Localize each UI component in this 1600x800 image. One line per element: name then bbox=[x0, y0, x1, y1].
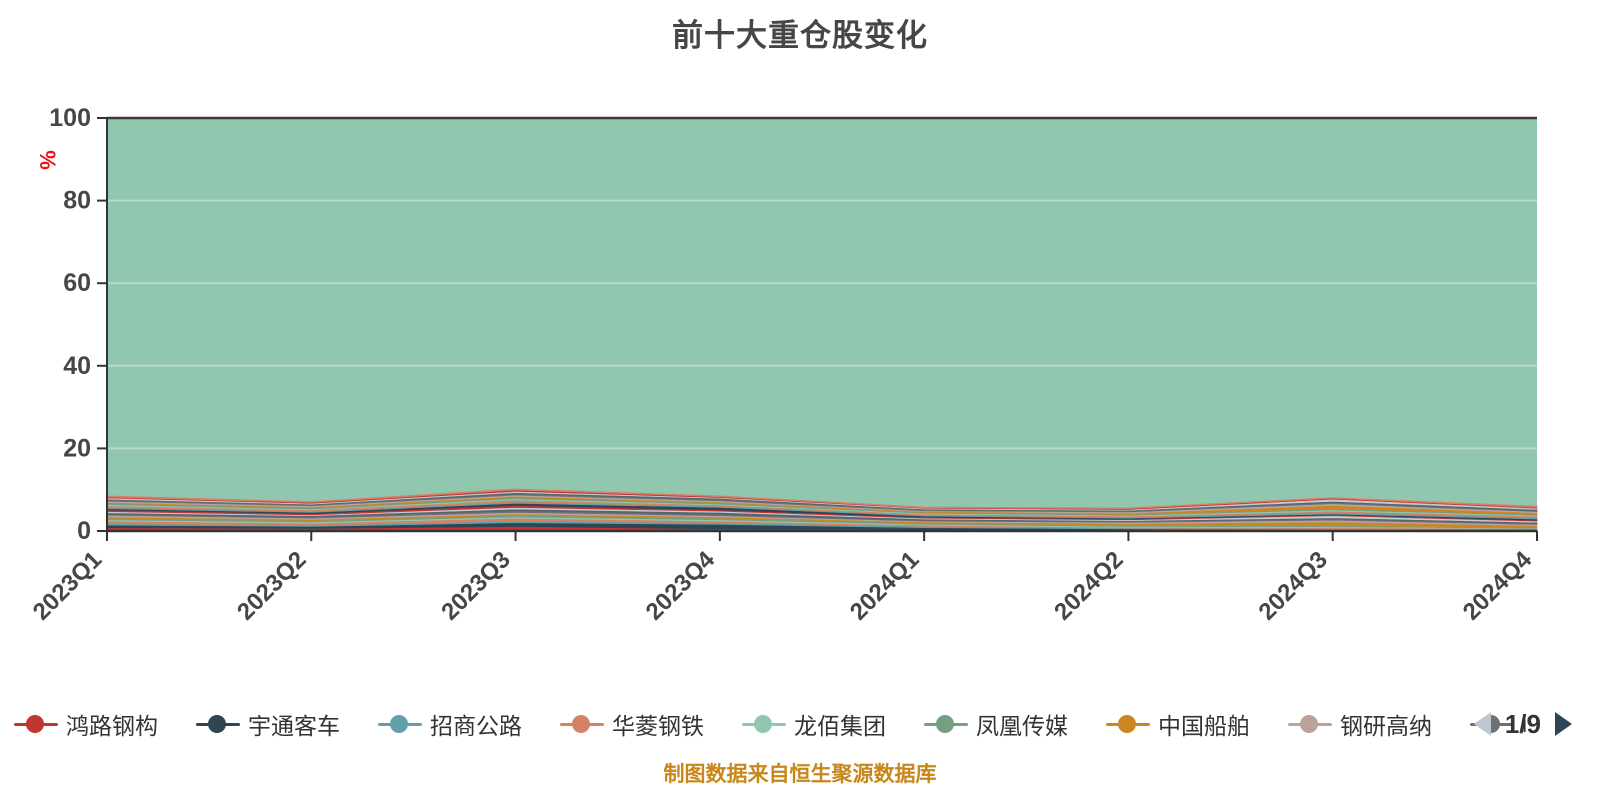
legend-dot bbox=[572, 715, 590, 733]
x-axis-label: 2024Q2 bbox=[1049, 546, 1128, 625]
legend-label: 龙佰集团 bbox=[794, 713, 886, 739]
y-axis-label: 40 bbox=[63, 352, 91, 380]
x-axis-label: 2023Q1 bbox=[28, 546, 107, 625]
legend-label: 凤凰传媒 bbox=[976, 713, 1068, 739]
plot-area[interactable]: 0 20 40 60 80 100% 2023Q1 2023Q2 2023Q3 2023Q4 202… bbox=[0, 0, 1600, 660]
legend-label: 宇通客车 bbox=[248, 713, 340, 739]
legend-dot bbox=[1300, 715, 1318, 733]
y-axis-label: 60 bbox=[63, 269, 91, 297]
pager-indicator: 1/9 bbox=[1504, 708, 1541, 739]
y-axis-name: % bbox=[35, 150, 60, 170]
x-axis-label: 2024Q3 bbox=[1253, 546, 1332, 625]
stacked-area-chart[interactable]: 0 20 40 60 80 100% 2023Q1 2023Q2 2023Q3 2023Q4 202… bbox=[0, 0, 1600, 660]
legend-item-宇通客车[interactable]: 宇通客车 bbox=[196, 707, 340, 741]
legend-item-鸿路钢构[interactable]: 鸿路钢构 bbox=[14, 707, 158, 741]
legend: 鸿路钢构 宇通客车 招商公路 华菱钢铁 龙佰集团 凤凰传媒 中国船舶 钢研高纳 i bbox=[0, 702, 1600, 746]
legend-marker-icon bbox=[196, 714, 240, 734]
legend-item-华菱钢铁[interactable]: 华菱钢铁 bbox=[560, 707, 704, 741]
legend-dot bbox=[936, 715, 954, 733]
legend-dot bbox=[754, 715, 772, 733]
legend-marker-icon bbox=[1106, 714, 1150, 734]
y-axis-label: 20 bbox=[63, 434, 91, 462]
legend-item-招商公路[interactable]: 招商公路 bbox=[378, 707, 522, 741]
x-axis-label: 2024Q4 bbox=[1458, 546, 1538, 626]
legend-marker-icon bbox=[14, 714, 58, 734]
legend-marker-icon bbox=[378, 714, 422, 734]
legend-item-凤凰传媒[interactable]: 凤凰传媒 bbox=[924, 707, 1068, 741]
y-axis-label: 80 bbox=[63, 187, 91, 215]
legend-label: i bbox=[1522, 710, 1528, 737]
x-axis-label: 2023Q3 bbox=[436, 546, 515, 625]
legend-marker-icon bbox=[1288, 714, 1332, 734]
data-source-note: 制图数据来自恒生聚源数据库 bbox=[663, 763, 937, 786]
y-axis-label: 0 bbox=[77, 517, 91, 545]
pager-prev-icon[interactable] bbox=[1473, 712, 1491, 736]
legend-label: 招商公路 bbox=[430, 713, 522, 739]
x-axis-label: 2023Q4 bbox=[641, 546, 721, 626]
legend-marker-icon bbox=[924, 714, 968, 734]
legend-dot bbox=[208, 715, 226, 733]
legend-dot bbox=[390, 715, 408, 733]
legend-label: 中国船舶 bbox=[1158, 713, 1250, 739]
legend-label: 华菱钢铁 bbox=[612, 713, 704, 739]
y-axis-label: 100 bbox=[49, 104, 91, 132]
pager-next-icon[interactable] bbox=[1555, 712, 1572, 736]
legend-pager: 1/9 bbox=[1473, 702, 1572, 746]
legend-dot bbox=[1118, 715, 1136, 733]
x-axis-label: 2023Q2 bbox=[232, 546, 311, 625]
page-title: 前十大重仓股变化 bbox=[672, 18, 928, 53]
area-series-remainder[interactable] bbox=[107, 118, 1537, 508]
legend-marker-icon bbox=[560, 714, 604, 734]
legend-marker-icon bbox=[742, 714, 786, 734]
legend-item-龙佰集团[interactable]: 龙佰集团 bbox=[742, 707, 886, 741]
legend-label: 鸿路钢构 bbox=[66, 713, 158, 739]
legend-item-钢研高纳[interactable]: 钢研高纳 bbox=[1288, 707, 1432, 741]
legend-dot bbox=[26, 715, 44, 733]
legend-label: 钢研高纳 bbox=[1340, 713, 1432, 739]
legend-item-中国船舶[interactable]: 中国船舶 bbox=[1106, 707, 1250, 741]
x-axis-label: 2024Q1 bbox=[845, 546, 924, 625]
